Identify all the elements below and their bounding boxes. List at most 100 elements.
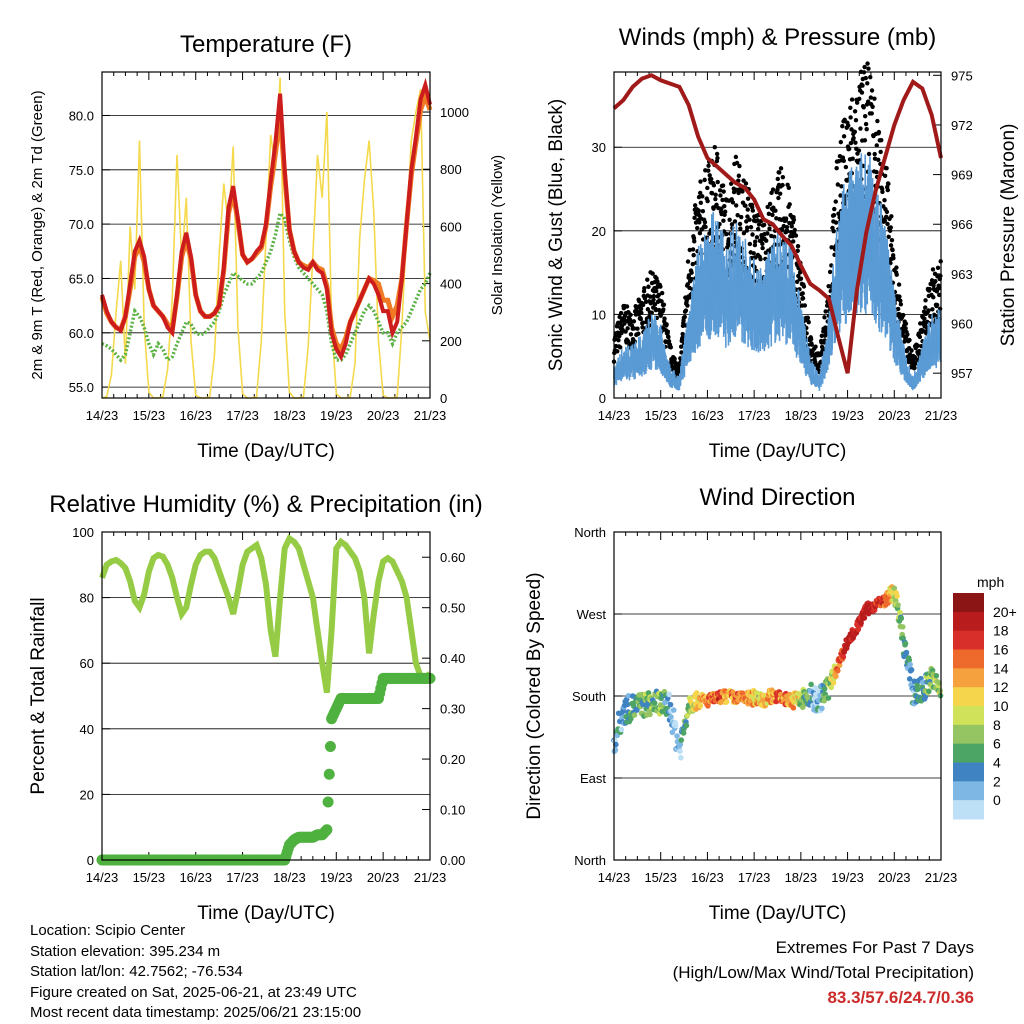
gust-point [823,309,828,314]
gust-point [687,247,693,253]
direction-point [828,684,835,691]
gust-point [884,214,889,219]
gust-point [931,295,936,300]
y-tick-label-right: 0.30 [440,702,465,717]
gust-point [736,173,742,178]
gust-point [758,256,763,262]
x-tick-label: 16/23 [691,408,724,423]
x-axis-label: Time (Day/UTC) [709,441,847,462]
gust-point [618,310,624,316]
colorbar-swatch [953,781,984,801]
gust-point [628,312,633,318]
x-tick-label: 16/23 [179,870,212,885]
gust-point [745,207,750,212]
gust-point [661,307,666,312]
gust-point [862,64,867,70]
x-tick-label: 15/23 [644,408,677,423]
gust-point [711,183,717,188]
gust-point [888,260,893,266]
y-axis-label: Percent & Total Rainfall [28,597,49,794]
plot-frame [613,531,942,861]
direction-point [902,640,909,647]
gust-point [685,282,690,287]
y-axis-label: Direction (Colored By Speed) [524,572,545,819]
gust-point [713,192,718,197]
x-tick-label: 20/23 [878,870,911,885]
colorbar-swatch [953,668,984,688]
y-tick-label-right: 957 [951,366,973,381]
gust-point [791,239,796,244]
recent-timestamp-text: Most recent data timestamp: 2025/06/21 2… [30,1004,362,1021]
gust-point [849,97,855,102]
direction-point [674,733,680,739]
y-tick-label: 40 [80,722,94,737]
gust-point [733,154,739,160]
gust-point [719,206,724,211]
gust-point [705,185,710,191]
gust-point [869,111,874,116]
gust-point [813,344,818,349]
direction-point [672,722,679,729]
gust-point [853,117,859,123]
gust-point [876,129,882,135]
gust-point [706,168,711,173]
colorbar-swatch [953,724,984,745]
gust-point [670,366,675,372]
y-tick-label-right: 975 [951,68,973,83]
rh-line [99,534,433,694]
gust-point [901,312,906,318]
y-tick-label: 65.0 [69,271,94,286]
gust-point [739,214,744,220]
gust-point [662,316,667,321]
x-tick-label: 14/23 [86,408,119,423]
gust-point [813,359,818,365]
gust-point [882,218,888,223]
colorbar-tick-label: 0 [993,792,1001,808]
gust-point [894,272,899,277]
gust-point [858,126,863,131]
x-tick-label: 17/23 [738,870,771,885]
x-tick-label: 17/23 [226,870,259,885]
gust-point [868,75,873,80]
gust-point [690,247,696,252]
chart-winds: Winds (mph) & Pressure (mb) Time (Day/UTC… [546,24,1019,462]
direction-point [684,712,691,719]
x-tick-label: 19/23 [831,408,864,423]
gust-point [726,237,731,242]
gust-point [935,265,941,271]
direction-point [625,692,632,699]
gust-point [646,284,651,289]
gust-point [659,290,665,296]
direction-point [937,687,943,694]
gust-point [903,321,909,326]
gust-point [741,230,747,236]
gust-point [870,104,875,109]
gust-point [805,315,811,320]
gust-point [874,169,879,175]
direction-point [667,701,674,708]
direction-point [840,654,847,660]
gust-point [692,239,697,244]
x-tick-label: 20/23 [367,408,400,423]
gust-point [709,191,715,196]
gust-point [784,224,790,230]
x-tick-label: 14/23 [598,408,631,423]
gust-point [917,321,923,326]
station-info: Location: Scipio Center Station elevatio… [30,921,361,1024]
gust-point [692,215,697,221]
gust-point [852,129,857,135]
extremes-title: Extremes For Past 7 Days [775,938,974,957]
chart-title: Winds (mph) & Pressure (mb) [619,24,936,51]
y-tick-label-right: 800 [440,162,462,177]
colorbar-tick-label: 20+ [993,604,1017,620]
y-tick-label-right: 0.60 [440,550,465,565]
y-tick-label-right: 0.40 [440,651,465,666]
gust-point [696,208,701,213]
direction-point [683,722,690,729]
gust-point [652,302,658,307]
direction-point [647,711,653,718]
extremes-box: Extremes For Past 7 Days (High/Low/Max W… [673,935,974,1010]
direction-point [668,714,674,720]
gust-point [683,308,689,313]
